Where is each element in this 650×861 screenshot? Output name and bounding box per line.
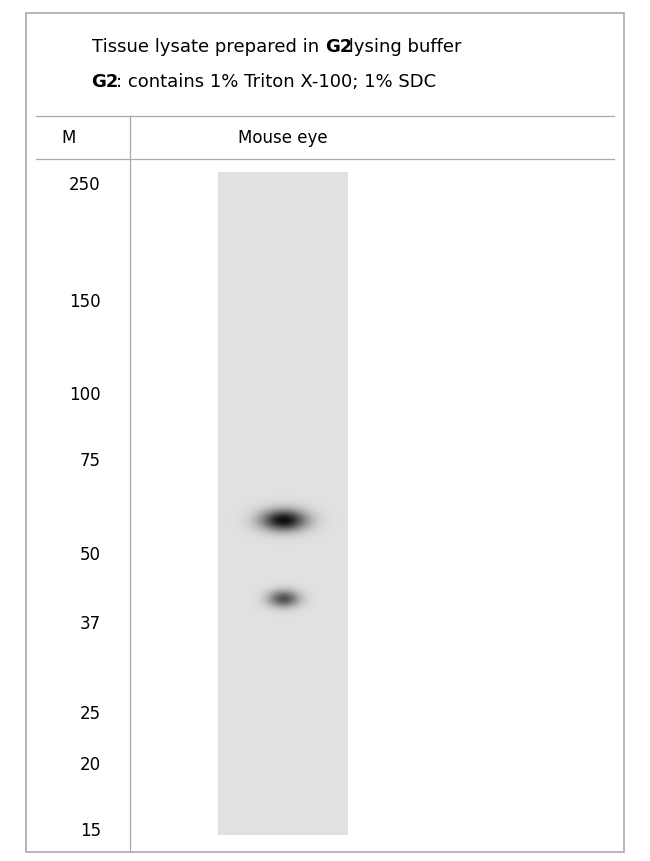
Text: 15: 15 (79, 822, 101, 839)
Text: 100: 100 (69, 387, 101, 405)
Text: Tissue lysate prepared in: Tissue lysate prepared in (92, 39, 325, 56)
Text: Mouse eye: Mouse eye (238, 129, 328, 146)
Text: 37: 37 (79, 615, 101, 633)
Text: : contains 1% Triton X-100; 1% SDC: : contains 1% Triton X-100; 1% SDC (116, 73, 436, 90)
Text: 250: 250 (69, 177, 101, 194)
Text: 25: 25 (79, 704, 101, 722)
Text: 75: 75 (80, 453, 101, 470)
Text: M: M (61, 129, 75, 146)
FancyBboxPatch shape (26, 13, 624, 852)
Text: 150: 150 (69, 294, 101, 312)
Bar (218, 172, 348, 835)
Text: 50: 50 (80, 546, 101, 563)
Text: lysing buffer: lysing buffer (343, 39, 461, 56)
Text: G2: G2 (325, 39, 352, 56)
Text: G2: G2 (91, 73, 118, 90)
Text: 20: 20 (79, 756, 101, 774)
